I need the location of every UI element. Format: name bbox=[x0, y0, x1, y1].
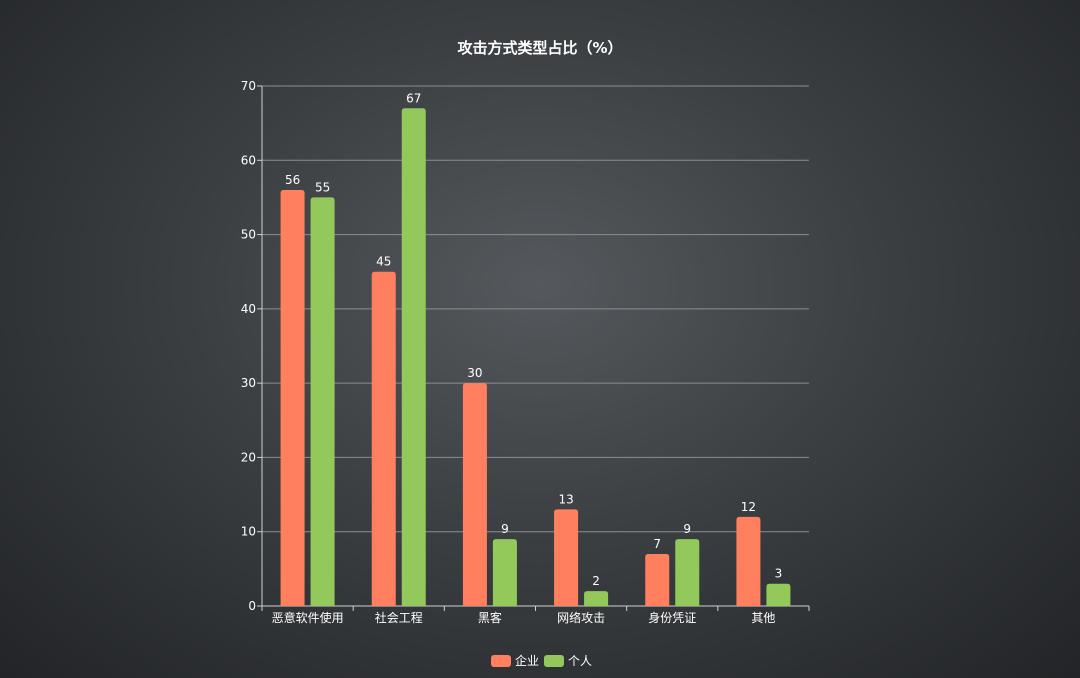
chart-title: 攻击方式类型占比（%） bbox=[457, 39, 622, 57]
y-tick-label: 0 bbox=[248, 599, 256, 613]
x-category-label: 社会工程 bbox=[375, 610, 423, 625]
bar bbox=[401, 108, 426, 607]
legend-swatch bbox=[544, 655, 564, 667]
y-tick-label: 10 bbox=[241, 525, 256, 539]
bar-value-label: 9 bbox=[501, 522, 509, 536]
x-category-label: 网络攻击 bbox=[557, 610, 605, 625]
bar bbox=[371, 271, 396, 606]
bar bbox=[766, 583, 791, 606]
bar-value-label: 45 bbox=[376, 255, 391, 269]
x-category-label: 恶意软件使用 bbox=[272, 610, 344, 625]
axes: 0 10 20 30 40 50 60 70 恶意软件使用 社会工程 黑客 网络攻击 身份凭证 其他 bbox=[241, 79, 810, 625]
data-labels: 56 55 45 67 30 9 13 2 7 9 12 3 bbox=[285, 91, 782, 588]
legend-swatch bbox=[491, 655, 511, 667]
y-tick-label: 70 bbox=[241, 79, 256, 93]
y-tick-label: 60 bbox=[241, 153, 256, 167]
bar-value-label: 12 bbox=[741, 500, 756, 514]
x-category-label: 黑客 bbox=[478, 610, 502, 625]
x-category-label: 身份凭证 bbox=[648, 610, 696, 625]
x-category-label: 其他 bbox=[751, 611, 775, 625]
bar bbox=[462, 383, 487, 606]
legend-label: 个人 bbox=[568, 654, 592, 668]
bar-value-label: 67 bbox=[406, 91, 421, 105]
bar-value-label: 9 bbox=[683, 522, 691, 536]
bars bbox=[280, 108, 791, 607]
bar bbox=[492, 539, 517, 606]
bar-value-label: 2 bbox=[592, 574, 600, 588]
bar bbox=[554, 509, 579, 606]
legend: 企业 个人 bbox=[491, 653, 592, 668]
bar-value-label: 30 bbox=[467, 366, 482, 380]
bar bbox=[675, 539, 700, 606]
y-tick-label: 20 bbox=[241, 450, 256, 464]
bar-value-label: 7 bbox=[653, 537, 661, 551]
bar bbox=[736, 516, 761, 606]
legend-label: 企业 bbox=[515, 653, 539, 668]
grid-lines bbox=[262, 85, 809, 533]
y-tick-label: 50 bbox=[241, 228, 256, 242]
bar-value-label: 3 bbox=[775, 567, 783, 581]
y-tick-label: 40 bbox=[241, 302, 256, 316]
bar-value-label: 55 bbox=[315, 180, 330, 194]
bar bbox=[280, 190, 305, 606]
bar bbox=[310, 197, 335, 606]
y-tick-label: 30 bbox=[241, 376, 256, 390]
bar-value-label: 56 bbox=[285, 173, 300, 187]
bar bbox=[584, 591, 609, 606]
bar-value-label: 13 bbox=[558, 492, 573, 506]
bar bbox=[645, 554, 670, 606]
